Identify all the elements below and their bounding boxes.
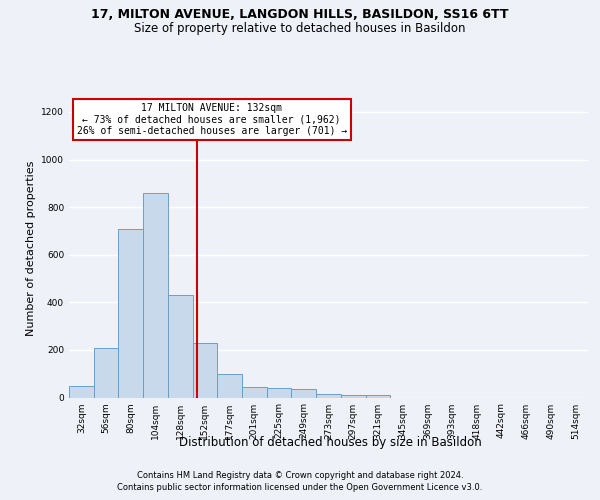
- Bar: [143, 193, 168, 398]
- Text: Contains public sector information licensed under the Open Government Licence v3: Contains public sector information licen…: [118, 482, 482, 492]
- Bar: [365, 395, 390, 398]
- Bar: [217, 374, 242, 398]
- Text: Size of property relative to detached houses in Basildon: Size of property relative to detached ho…: [134, 22, 466, 35]
- Text: Contains HM Land Registry data © Crown copyright and database right 2024.: Contains HM Land Registry data © Crown c…: [137, 472, 463, 480]
- Bar: [193, 343, 217, 398]
- Bar: [341, 395, 365, 398]
- Bar: [292, 389, 316, 398]
- Y-axis label: Number of detached properties: Number of detached properties: [26, 161, 35, 336]
- Text: Distribution of detached houses by size in Basildon: Distribution of detached houses by size …: [179, 436, 481, 449]
- Bar: [316, 394, 341, 398]
- Bar: [168, 295, 193, 398]
- Text: 17 MILTON AVENUE: 132sqm
← 73% of detached houses are smaller (1,962)
26% of sem: 17 MILTON AVENUE: 132sqm ← 73% of detach…: [77, 103, 347, 136]
- Bar: [242, 387, 267, 398]
- Bar: [267, 388, 292, 398]
- Text: 17, MILTON AVENUE, LANGDON HILLS, BASILDON, SS16 6TT: 17, MILTON AVENUE, LANGDON HILLS, BASILD…: [91, 8, 509, 20]
- Bar: [118, 228, 143, 398]
- Bar: [94, 348, 118, 398]
- Bar: [69, 386, 94, 398]
